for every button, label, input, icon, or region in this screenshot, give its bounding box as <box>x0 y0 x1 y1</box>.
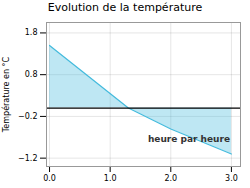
svg-text:Température en °C: Température en °C <box>1 56 11 133</box>
svg-text:3.0: 3.0 <box>225 174 238 183</box>
svg-text:1.8: 1.8 <box>25 28 38 37</box>
svg-text:−1.2: −1.2 <box>18 154 37 163</box>
svg-text:heure par heure: heure par heure <box>148 134 230 144</box>
svg-text:1.0: 1.0 <box>104 174 117 183</box>
html-text:Evolution de la température: Evolution de la température <box>47 1 203 14</box>
svg-text:−0.2: −0.2 <box>18 112 37 121</box>
svg-text:0.8: 0.8 <box>25 70 38 79</box>
svg-text:2.0: 2.0 <box>164 174 177 183</box>
svg-text:0.0: 0.0 <box>43 174 56 183</box>
